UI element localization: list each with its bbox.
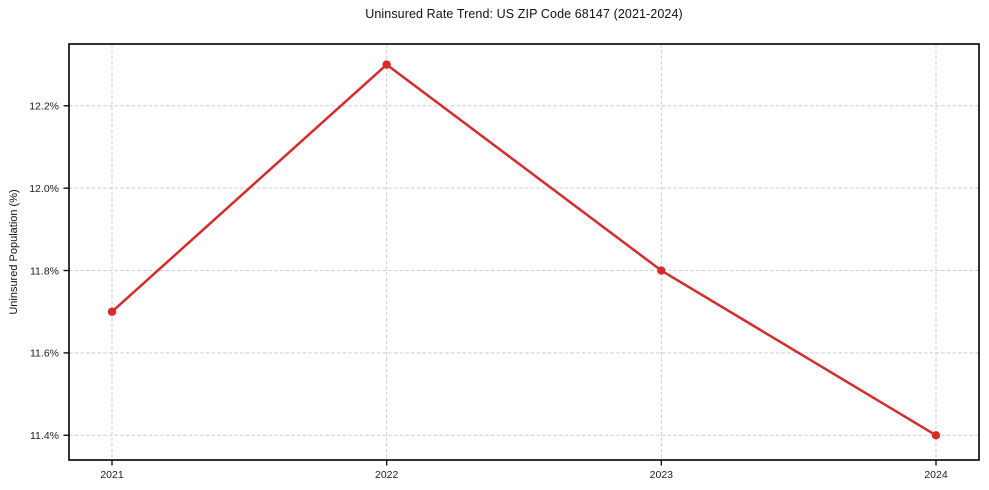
x-tick-label: 2024 bbox=[924, 469, 948, 481]
data-line bbox=[110, 63, 938, 437]
y-tick-label: 11.4% bbox=[30, 430, 59, 442]
data-point bbox=[657, 266, 666, 275]
x-tick-label: 2023 bbox=[650, 469, 674, 481]
data-point bbox=[931, 431, 941, 440]
y-tick-label: 12.0% bbox=[29, 183, 59, 195]
x-tick-label: 2021 bbox=[100, 469, 124, 481]
y-tick-label: 12.2% bbox=[29, 101, 59, 113]
y-tick-label: 11.6% bbox=[30, 348, 59, 360]
y-tick-label: 11.8% bbox=[30, 265, 59, 277]
x-tick-label: 2022 bbox=[375, 469, 399, 481]
plot-border bbox=[68, 43, 980, 461]
data-point bbox=[107, 307, 117, 316]
chart-title: Uninsured Rate Trend: US ZIP Code 68147 … bbox=[365, 7, 683, 21]
data-point bbox=[382, 60, 391, 69]
